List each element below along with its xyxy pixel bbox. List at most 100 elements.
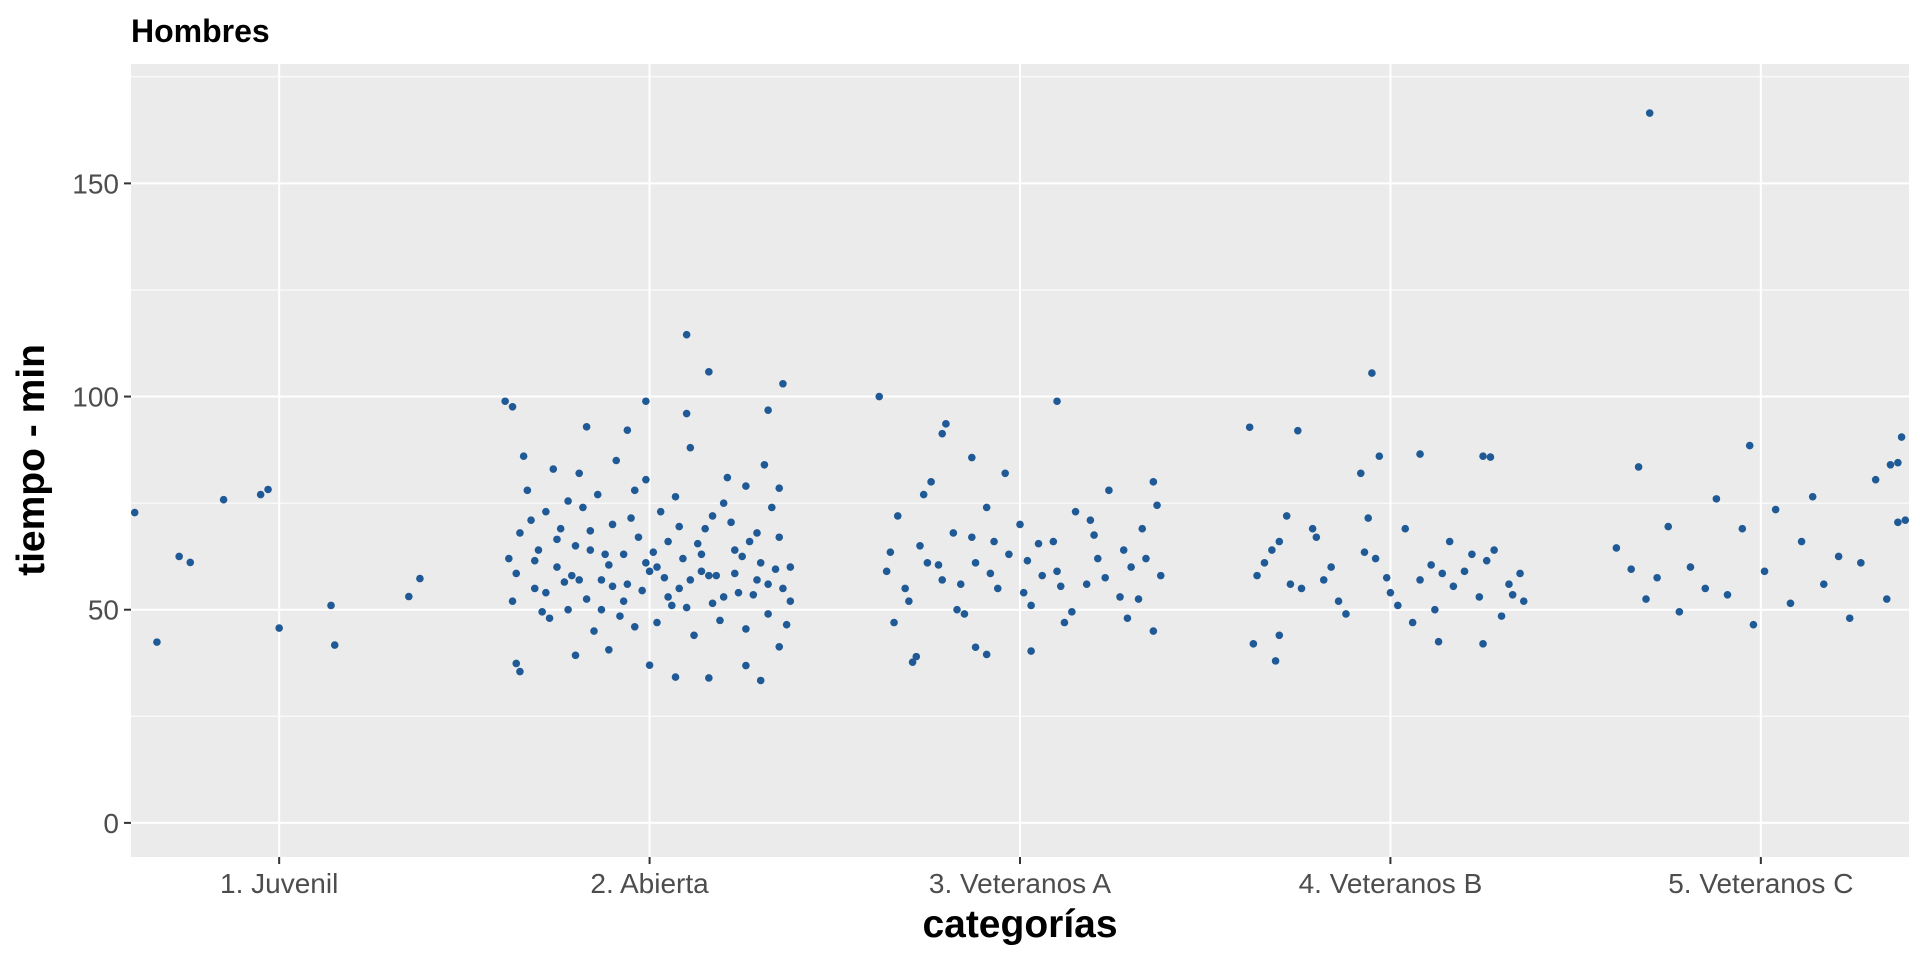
data-point <box>1375 452 1384 461</box>
data-point <box>649 548 658 556</box>
data-point <box>1053 567 1061 576</box>
data-point <box>730 569 739 578</box>
y-tick-label: 100 <box>72 382 119 413</box>
data-point <box>745 537 754 546</box>
data-point <box>523 486 532 495</box>
data-point <box>1760 567 1769 576</box>
data-point <box>1123 614 1132 623</box>
data-point <box>1068 608 1076 616</box>
data-point <box>1686 563 1695 571</box>
data-point <box>505 554 513 563</box>
data-point <box>875 392 884 401</box>
data-point <box>619 550 628 559</box>
data-point <box>605 561 613 569</box>
data-point <box>682 330 691 339</box>
data-point <box>1408 618 1417 627</box>
x-tick-label: 5. Veteranos C <box>1668 868 1853 899</box>
data-point <box>1612 544 1621 552</box>
data-point <box>664 593 672 601</box>
data-point <box>597 605 606 614</box>
data-point <box>1786 599 1795 608</box>
data-point <box>1382 573 1391 582</box>
data-point <box>530 556 539 565</box>
data-point <box>1438 569 1447 578</box>
data-point <box>1134 595 1143 603</box>
data-point <box>919 490 928 499</box>
data-point <box>405 592 413 601</box>
data-point <box>556 524 565 533</box>
data-point <box>1416 450 1424 458</box>
y-tick-label: 50 <box>88 595 119 626</box>
data-point <box>534 546 543 554</box>
data-point <box>186 558 195 567</box>
data-point <box>764 580 772 588</box>
data-point <box>1401 524 1410 533</box>
data-point <box>1701 584 1710 593</box>
data-point <box>553 535 561 544</box>
data-point <box>545 614 554 623</box>
data-point <box>538 608 546 616</box>
data-point <box>264 485 272 494</box>
data-point <box>512 659 521 668</box>
data-point <box>627 514 635 522</box>
data-point <box>756 559 765 567</box>
data-point <box>786 563 795 571</box>
data-point <box>1723 590 1732 599</box>
data-point <box>560 578 569 586</box>
data-point <box>664 537 672 546</box>
data-point <box>949 529 958 537</box>
data-point <box>882 567 891 576</box>
data-point <box>1416 576 1424 584</box>
data-point <box>786 597 795 605</box>
data-point <box>1086 516 1095 524</box>
y-tick-label: 0 <box>103 808 119 839</box>
data-point <box>968 533 976 542</box>
data-point <box>893 512 902 520</box>
data-point <box>1245 423 1254 432</box>
data-point <box>1519 597 1528 605</box>
data-point <box>723 473 732 482</box>
data-point <box>923 559 932 567</box>
data-point <box>519 452 528 461</box>
data-point <box>516 667 524 676</box>
data-point <box>1627 565 1635 574</box>
data-point <box>608 520 617 529</box>
data-point <box>1490 546 1498 554</box>
data-point <box>716 616 724 625</box>
data-point <box>660 573 669 582</box>
data-point <box>708 512 717 520</box>
data-point <box>1038 571 1047 580</box>
data-point <box>1019 588 1028 597</box>
data-point <box>612 456 621 465</box>
data-point <box>971 643 980 652</box>
data-point <box>701 524 709 533</box>
data-point <box>1834 552 1843 561</box>
data-point <box>1308 524 1317 533</box>
data-point <box>153 638 161 646</box>
data-point <box>1249 640 1258 648</box>
data-point <box>1771 505 1780 514</box>
data-point <box>742 661 750 670</box>
data-point <box>1468 550 1476 559</box>
data-point <box>642 475 650 484</box>
data-point <box>527 516 535 524</box>
data-point <box>1056 582 1065 591</box>
data-point <box>1034 539 1043 548</box>
data-point <box>1745 441 1754 450</box>
data-point <box>1101 573 1109 582</box>
data-point <box>634 533 643 542</box>
data-point <box>567 571 576 580</box>
data-point <box>219 495 228 504</box>
data-point <box>1356 469 1365 478</box>
data-point <box>1053 397 1061 406</box>
data-point <box>1820 580 1828 588</box>
y-tick-label: 150 <box>72 168 119 199</box>
data-point <box>1342 610 1350 618</box>
x-tick-label: 3. Veteranos A <box>929 868 1111 899</box>
data-point <box>990 537 998 546</box>
data-point <box>619 597 628 605</box>
data-point <box>775 643 784 651</box>
data-point <box>753 576 761 584</box>
data-point <box>530 584 539 593</box>
